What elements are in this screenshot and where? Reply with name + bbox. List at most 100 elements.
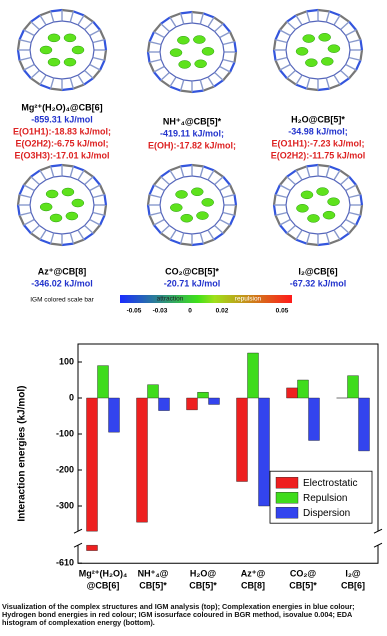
x-tick-label: CB[8] xyxy=(241,581,265,591)
bar xyxy=(186,397,198,411)
bond xyxy=(222,193,235,199)
bond xyxy=(317,77,327,80)
bond xyxy=(191,242,204,247)
isosurface xyxy=(191,187,204,197)
bond xyxy=(272,49,277,61)
bond xyxy=(50,8,63,13)
bond xyxy=(149,211,162,217)
bond xyxy=(30,57,35,65)
bond xyxy=(222,51,225,60)
bond xyxy=(39,10,51,17)
complex-energy: -20.71 kJ/mol xyxy=(164,278,221,288)
scale-tick: 0 xyxy=(188,308,192,315)
bond xyxy=(191,79,201,82)
bond xyxy=(53,20,63,23)
bond xyxy=(92,211,105,217)
bond xyxy=(286,224,296,234)
isosurface xyxy=(61,187,75,197)
bond xyxy=(19,38,32,44)
bond xyxy=(30,69,40,79)
axis-break xyxy=(373,528,383,534)
bond xyxy=(146,51,151,63)
bond xyxy=(274,29,281,41)
bond xyxy=(89,35,94,43)
bond xyxy=(153,71,162,81)
bond xyxy=(348,69,357,79)
bond xyxy=(175,229,184,234)
bond xyxy=(295,14,303,26)
bond xyxy=(305,77,311,89)
bond xyxy=(153,176,162,186)
x-tick-label: CB[5]* xyxy=(189,581,217,591)
bar xyxy=(197,392,209,399)
bond xyxy=(219,37,224,45)
bar xyxy=(97,365,109,399)
bond xyxy=(49,232,55,244)
bond xyxy=(39,165,51,172)
bond xyxy=(219,31,231,39)
bond xyxy=(222,58,235,64)
isosurface xyxy=(321,57,334,66)
complex-name: Mg²⁺(H₂O)₄@CB[6] xyxy=(21,102,102,112)
bond xyxy=(345,190,350,198)
bond xyxy=(70,21,79,26)
bond xyxy=(16,49,21,61)
bond xyxy=(89,184,101,192)
bond xyxy=(306,8,319,13)
x-tick-label: Az⁺@ xyxy=(241,569,266,579)
bond xyxy=(30,232,41,241)
molecule xyxy=(146,10,238,94)
bond xyxy=(222,23,231,33)
bond xyxy=(153,65,165,73)
bond xyxy=(50,87,63,92)
bond xyxy=(213,79,224,88)
bond xyxy=(83,232,94,241)
bond xyxy=(309,232,319,235)
bond xyxy=(286,14,297,23)
bond xyxy=(53,232,63,235)
bond xyxy=(272,204,277,216)
bond xyxy=(103,49,108,61)
bond xyxy=(219,218,231,226)
bond xyxy=(348,193,361,199)
x-tick-label: Mg²⁺(H₂O)₄ xyxy=(79,569,128,579)
bond xyxy=(359,49,364,61)
isosurface xyxy=(178,60,191,69)
bond xyxy=(348,204,351,213)
bond xyxy=(345,212,350,220)
bond xyxy=(61,8,74,13)
bond xyxy=(340,21,350,31)
legend-swatch xyxy=(275,507,299,519)
bond xyxy=(99,184,106,196)
hbond-energy: E(O1H1):-18.83 kJ/mol; xyxy=(13,126,111,136)
bond xyxy=(30,190,35,198)
bond xyxy=(274,214,281,226)
bond xyxy=(305,232,311,244)
bond xyxy=(183,79,193,82)
bond xyxy=(286,35,291,43)
bond xyxy=(89,29,101,37)
isosurface xyxy=(318,33,331,42)
bond xyxy=(326,176,335,181)
bond xyxy=(214,176,224,186)
axis-break xyxy=(373,542,383,548)
bond xyxy=(16,39,21,51)
bond xyxy=(295,165,307,172)
bond xyxy=(84,29,91,36)
bond xyxy=(89,212,94,220)
bond xyxy=(222,40,235,46)
bond xyxy=(92,193,105,199)
bond xyxy=(92,176,101,186)
bond xyxy=(83,77,94,86)
bond xyxy=(309,20,319,23)
bond xyxy=(160,71,170,81)
isosurface xyxy=(327,197,340,206)
bond xyxy=(275,38,288,44)
bond xyxy=(29,204,32,213)
isosurface xyxy=(327,44,341,53)
bond xyxy=(153,224,162,234)
isosurface xyxy=(201,198,214,207)
bar xyxy=(297,379,309,399)
isosurface xyxy=(180,213,193,223)
bond xyxy=(45,176,54,181)
